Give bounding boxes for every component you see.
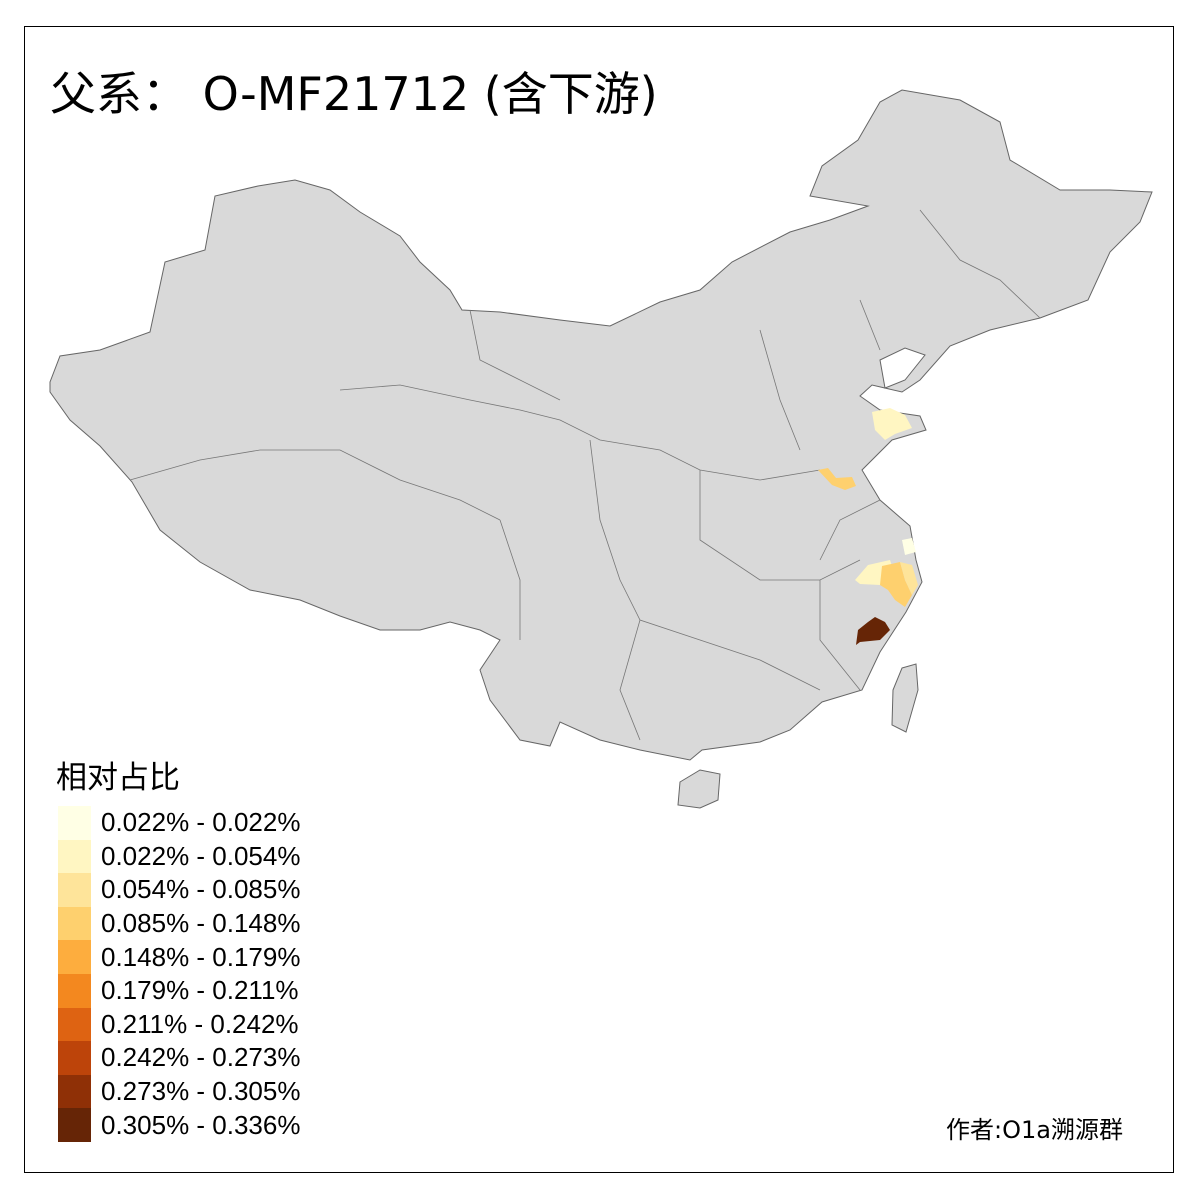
region-zhejiang-central [880, 562, 912, 607]
legend-item: 0.022% - 0.022% [58, 806, 300, 840]
legend-swatch [58, 1108, 91, 1142]
legend-label: 0.022% - 0.022% [101, 807, 301, 838]
legend-item: 0.273% - 0.305% [58, 1074, 301, 1109]
region-shanghai [902, 538, 916, 555]
region-shandong-east [872, 408, 912, 440]
legend-swatch [58, 1074, 91, 1109]
author-credit: 作者:O1a溯源群 [946, 1116, 1123, 1144]
legend-swatch [58, 806, 91, 840]
legend-swatch [58, 973, 91, 1008]
legend-swatch [58, 839, 91, 874]
china-mainland [49, 89, 1153, 761]
legend-swatch [58, 1041, 91, 1075]
legend-item: 0.242% - 0.273% [58, 1041, 300, 1075]
legend-label: 0.211% - 0.242% [101, 1008, 299, 1039]
legend-item: 0.179% - 0.211% [58, 973, 300, 1008]
legend-item: 0.022% - 0.054% [58, 839, 301, 874]
legend-label: 0.179% - 0.211% [101, 975, 299, 1006]
region-zhejiang-east [900, 562, 918, 595]
legend-label: 0.305% - 0.336% [101, 1109, 301, 1140]
legend-swatch [58, 906, 91, 941]
legend-label: 0.054% - 0.085% [101, 874, 301, 905]
map-title: 父系： O-MF21712 (含下游) [50, 67, 658, 121]
legend-label: 0.273% - 0.305% [101, 1076, 301, 1107]
legend-label: 0.022% - 0.054% [101, 840, 301, 871]
legend-label: 0.148% - 0.179% [101, 941, 301, 972]
legend-item: 0.305% - 0.336% [58, 1108, 300, 1142]
region-fuzhou [856, 617, 890, 645]
taiwan-island [891, 663, 919, 733]
legend-label: 0.242% - 0.273% [101, 1042, 301, 1073]
legend-title: 相对占比 [56, 760, 180, 796]
province-borders [129, 209, 1041, 741]
legend-swatch [58, 873, 91, 907]
legend-swatch [58, 1007, 91, 1042]
legend-item: 0.054% - 0.085% [58, 873, 300, 907]
legend-item: 0.148% - 0.179% [58, 940, 300, 974]
legend: 0.022% - 0.022% 0.022% - 0.054% 0.054% - 0… [58, 806, 300, 1142]
hainan-island [677, 769, 721, 809]
legend-label: 0.085% - 0.148% [101, 908, 301, 939]
legend-item: 0.211% - 0.242% [58, 1007, 300, 1042]
legend-swatch [58, 940, 91, 974]
legend-item: 0.085% - 0.148% [58, 906, 301, 941]
region-xuzhou [818, 468, 856, 490]
bohai-coast [879, 347, 926, 389]
